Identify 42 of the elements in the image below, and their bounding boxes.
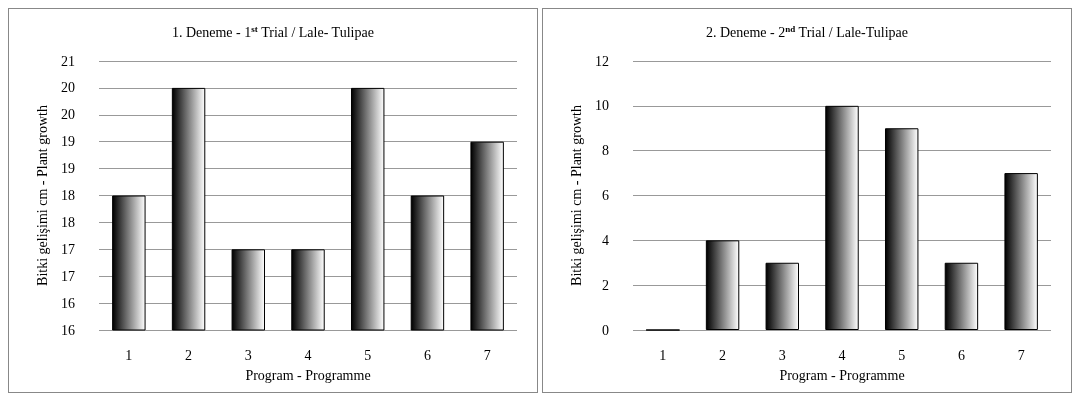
x-tick-label: 4	[838, 347, 846, 363]
y-tick-label: 6	[602, 188, 609, 203]
y-tick-label: 0	[602, 322, 609, 338]
x-tick-label: 3	[244, 347, 252, 363]
x-tick-label: 2	[719, 347, 727, 363]
y-tick-label: 18	[61, 214, 75, 230]
x-tick-label: 7	[483, 347, 491, 363]
bar	[944, 262, 979, 330]
bar	[705, 240, 740, 330]
y-tick-label: 2	[602, 277, 609, 293]
y-tick-label: 16	[61, 322, 75, 338]
x-tick-label: 4	[304, 347, 312, 363]
y-tick-label: 10	[595, 98, 609, 114]
bar	[884, 128, 919, 330]
y-tick-label: 20	[61, 107, 75, 123]
y-tick-label: 19	[61, 134, 75, 150]
x-tick-label: 2	[185, 347, 193, 363]
x-tick-label: 6	[423, 347, 431, 363]
y-axis-title: Bitki gelişimi cm - Plant growth	[568, 105, 584, 286]
y-tick-label: 20	[61, 80, 75, 96]
x-tick-label: 6	[957, 347, 965, 363]
bar	[1004, 173, 1038, 330]
y-tick-label: 21	[61, 53, 75, 69]
x-tick-label: 5	[364, 347, 372, 363]
y-tick-label: 17	[61, 268, 75, 284]
y-tick-label: 19	[61, 161, 75, 177]
y-tick-label: 4	[602, 232, 609, 248]
y-tick-label: 16	[61, 295, 75, 311]
x-tick-label: 1	[125, 347, 133, 363]
x-tick-label: 3	[778, 347, 786, 363]
x-axis-title: Program - Programme	[245, 367, 371, 383]
bar	[765, 262, 800, 330]
x-tick-label: 7	[1017, 347, 1025, 363]
y-tick-label: 8	[602, 143, 609, 159]
y-tick-label: 18	[61, 188, 75, 203]
bar	[825, 105, 859, 330]
x-axis-title: Program - Programme	[779, 367, 905, 383]
y-axis-title: Bitki gelişimi cm - Plant growth	[34, 105, 50, 286]
y-tick-label: 17	[61, 241, 75, 257]
x-tick-label: 1	[659, 347, 667, 363]
y-tick-label: 12	[595, 53, 609, 69]
x-tick-label: 5	[898, 347, 906, 363]
